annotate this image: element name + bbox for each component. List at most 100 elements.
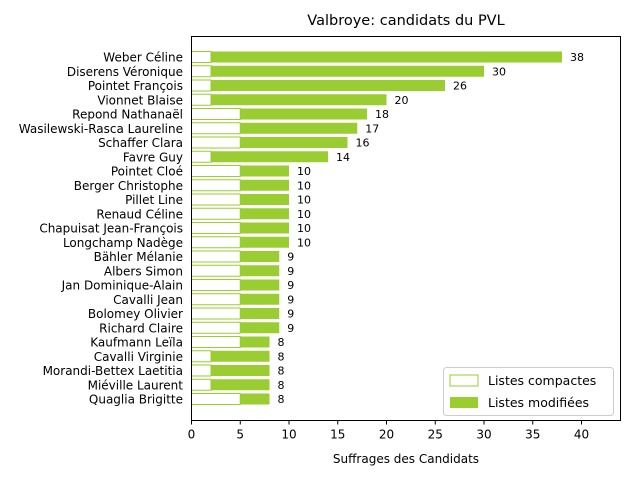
x-tick-label: 35 [525, 428, 540, 442]
y-tick-label: Morandi-Bettex Laetitia [43, 364, 183, 378]
bar-compactes [191, 108, 241, 120]
data-label: 26 [453, 80, 467, 93]
x-tick-label: 10 [281, 428, 296, 442]
bar-compactes [191, 65, 212, 78]
legend-swatch-modifiees [450, 397, 478, 408]
data-label: 9 [287, 279, 294, 292]
bar-modifiees [240, 322, 280, 334]
y-tick-label: Pointet François [88, 79, 183, 93]
y-tick-label: Jan Dominique-Alain [61, 279, 183, 293]
bar-compactes [191, 364, 212, 377]
data-label: 16 [356, 137, 370, 150]
data-label: 8 [278, 365, 285, 378]
bar-compactes [191, 207, 241, 220]
y-tick-label: Miéville Laurent [88, 378, 184, 392]
y-tick-label: Renaud Céline [96, 207, 183, 221]
bar-modifiees [240, 393, 270, 405]
bar-compactes [191, 293, 241, 306]
bar-modifiees [240, 236, 289, 248]
y-tick-label: Favre Guy [123, 150, 183, 164]
data-label: 14 [336, 151, 350, 164]
bar-modifiees [211, 350, 270, 362]
x-tick-label: 15 [330, 428, 345, 442]
data-label: 38 [570, 51, 584, 64]
y-tick-label: Pillet Line [125, 193, 183, 207]
bar-compactes [191, 179, 241, 192]
bar-compactes [191, 378, 212, 391]
data-label: 10 [297, 236, 311, 249]
y-tick-label: Longchamp Nadège [63, 236, 183, 250]
data-label: 9 [287, 293, 294, 306]
y-tick-label: Berger Christophe [74, 179, 183, 193]
data-label: 10 [297, 208, 311, 221]
bar-compactes [191, 393, 241, 405]
bar-compactes [191, 250, 241, 263]
data-label: 30 [492, 65, 506, 78]
data-label: 9 [287, 308, 294, 321]
y-tick-label: Diserens Véronique [67, 65, 183, 79]
data-label: 10 [297, 194, 311, 207]
data-label: 8 [278, 393, 285, 406]
bar-modifiees [211, 65, 484, 77]
bars-group [191, 51, 562, 405]
y-tick-label: Cavalli Virginie [94, 350, 183, 364]
y-tick-label: Cavalli Jean [113, 293, 183, 307]
data-label: 20 [395, 94, 409, 107]
y-tick-label: Bähler Mélanie [94, 250, 183, 264]
bar-modifiees [240, 137, 348, 148]
bar-compactes [191, 165, 241, 177]
bar-compactes [191, 236, 241, 249]
bar-modifiees [211, 94, 387, 106]
bar-modifiees [211, 379, 270, 391]
y-tick-label: Weber Céline [103, 51, 183, 65]
legend-swatch-compactes [449, 374, 479, 387]
y-tick-label: Repond Nathanaël [72, 108, 183, 122]
x-axis-label: Suffrages des Candidats [333, 452, 479, 466]
bar-modifiees [240, 336, 270, 348]
bar-compactes [191, 336, 241, 348]
bar-compactes [191, 136, 241, 149]
bar-compactes [191, 122, 241, 135]
data-label: 17 [365, 122, 379, 135]
plot-frame [191, 36, 621, 421]
bar-modifiees [240, 208, 289, 220]
bar-compactes [191, 321, 241, 334]
legend: Listes compactes Listes modifiées [443, 367, 614, 416]
bar-modifiees [211, 151, 328, 163]
y-tick-label: Richard Claire [99, 321, 183, 335]
bar-modifiees [211, 365, 270, 376]
data-label: 9 [287, 265, 294, 278]
y-tick-label: Chapuisat Jean-François [39, 222, 183, 236]
x-tick-label: 30 [476, 428, 491, 442]
y-tick-label: Quaglia Brigitte [89, 393, 183, 407]
bar-modifiees [240, 122, 358, 134]
legend-box [443, 367, 614, 416]
bar-compactes [191, 264, 241, 277]
y-tick-label: Kaufmann Leïla [90, 336, 183, 350]
x-tick-label: 5 [236, 428, 244, 442]
bar-modifiees [240, 179, 289, 191]
bar-compactes [191, 222, 241, 234]
bar-compactes [191, 93, 212, 106]
data-label: 10 [297, 222, 311, 235]
bar-modifiees [240, 279, 280, 291]
x-tick-label: 20 [379, 428, 394, 442]
data-label: 8 [278, 350, 285, 363]
bar-compactes [191, 307, 241, 320]
data-label: 8 [278, 379, 285, 392]
bar-modifiees [240, 308, 280, 319]
bar-modifiees [240, 265, 280, 277]
y-tick-label: Schaffer Clara [98, 136, 183, 150]
y-tick-label: Wasilewski-Rasca Laureline [19, 122, 183, 136]
bar-compactes [191, 193, 241, 206]
bar-compactes [191, 51, 212, 63]
bar-modifiees [211, 51, 562, 63]
bar-modifiees [240, 251, 280, 262]
bar-modifiees [240, 222, 289, 234]
legend-label-modifiees: Listes modifiées [488, 395, 589, 410]
bar-compactes [191, 150, 212, 163]
bar-modifiees [240, 165, 289, 177]
